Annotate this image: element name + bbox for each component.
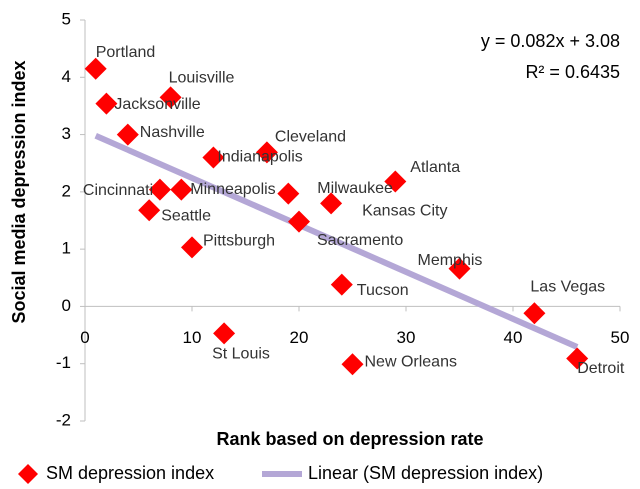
y-tick-label: 2	[62, 181, 71, 200]
point-label: Kansas City	[362, 203, 447, 220]
point	[170, 178, 193, 201]
point	[341, 353, 364, 376]
point	[202, 146, 225, 169]
point-label: Atlanta	[410, 159, 460, 176]
point-label: Sacramento	[317, 232, 403, 249]
legend-marker	[18, 464, 38, 484]
point	[213, 322, 236, 345]
y-tick-label: 4	[62, 67, 71, 86]
point-label: St Louis	[212, 346, 270, 363]
point	[159, 86, 182, 109]
x-tick-label: 10	[183, 328, 202, 347]
point-label: Portland	[96, 44, 156, 61]
point-label: Memphis	[418, 252, 483, 269]
x-tick-label: 40	[504, 328, 523, 347]
point	[255, 141, 278, 164]
legend-label: Linear (SM depression index)	[308, 463, 543, 483]
point	[330, 273, 353, 296]
point-label: Minneapolis	[190, 181, 275, 198]
r-squared: R² = 0.6435	[525, 62, 620, 82]
y-tick-label: 5	[62, 9, 71, 28]
point-label: Cincinnati	[83, 182, 153, 199]
x-tick-label: 30	[397, 328, 416, 347]
point-label: Detroit	[577, 360, 625, 377]
point-label: Cleveland	[275, 129, 346, 146]
x-axis-title: Rank based on depression rate	[216, 429, 483, 449]
legend-label: SM depression index	[46, 463, 214, 483]
point-label: Seattle	[161, 207, 211, 224]
point-label: Milwaukee	[317, 180, 393, 197]
point	[384, 170, 407, 193]
y-tick-label: -1	[56, 353, 71, 372]
trendline	[94, 132, 579, 350]
y-tick-label: 3	[62, 124, 71, 143]
point	[181, 236, 203, 259]
point	[277, 182, 300, 205]
point-label: New Orleans	[365, 354, 457, 371]
x-tick-label: 50	[611, 328, 630, 347]
point	[138, 199, 161, 222]
point	[566, 347, 589, 370]
point-label: Las Vegas	[530, 279, 605, 296]
point	[84, 57, 107, 80]
point	[116, 123, 139, 146]
point	[95, 92, 118, 115]
point	[320, 192, 343, 215]
point-label: Indianapolis	[217, 149, 302, 166]
point-label: Tucson	[357, 282, 409, 299]
point	[148, 178, 171, 201]
point	[288, 210, 310, 233]
y-tick-label: 1	[62, 239, 71, 258]
point	[448, 257, 471, 280]
point	[523, 302, 546, 325]
point-label: Pittsburgh	[203, 233, 275, 250]
point-label: Jacksonville	[114, 96, 200, 113]
x-tick-label: 20	[290, 328, 309, 347]
point-label: Nashville	[140, 124, 205, 141]
y-axis-title: Social media depression index	[9, 60, 29, 323]
point-label: Louisville	[169, 70, 235, 87]
y-tick-label: 0	[62, 296, 71, 315]
y-tick-label: -2	[56, 410, 71, 429]
x-tick-label: 0	[80, 328, 89, 347]
equation: y = 0.082x + 3.08	[481, 31, 620, 51]
